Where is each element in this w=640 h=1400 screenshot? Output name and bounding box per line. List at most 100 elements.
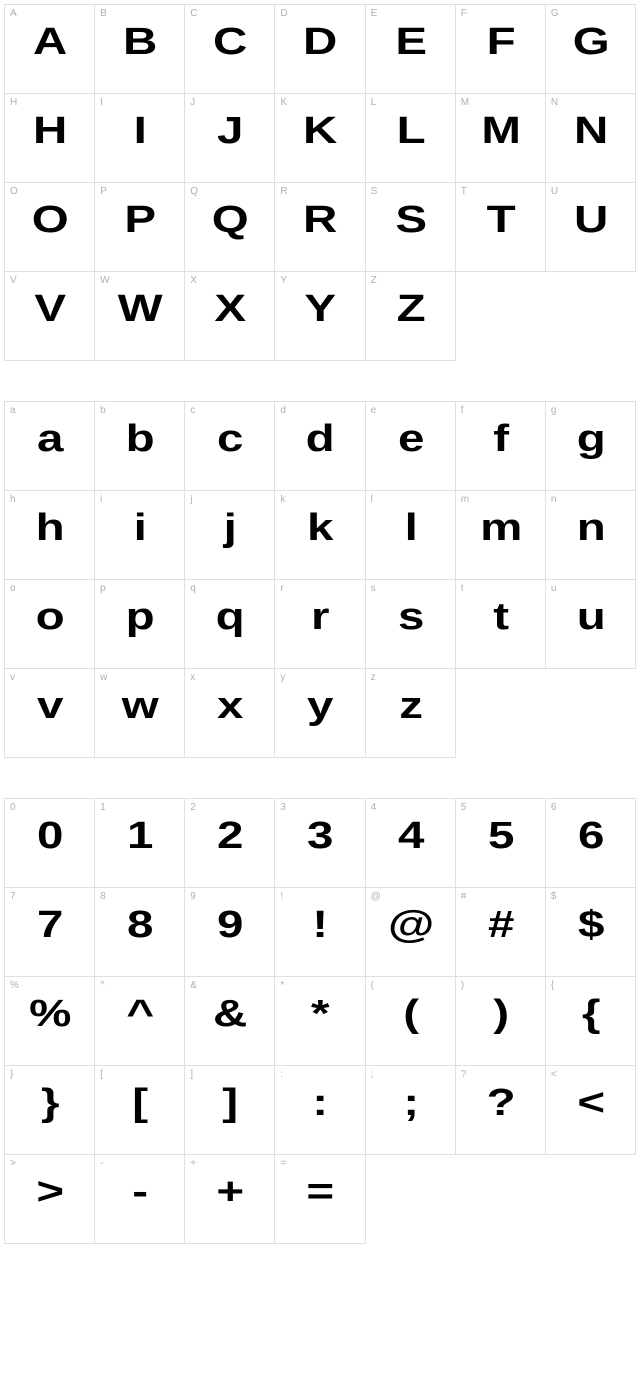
key-label: w [100,672,107,683]
key-label: 5 [461,802,467,813]
glyph-cell: ll [366,491,456,580]
empty-cell [546,1155,636,1244]
key-label: { [551,980,554,991]
key-label: k [280,494,285,505]
glyph-cell: && [185,977,275,1066]
empty-cell [546,272,636,361]
glyph-display: < [535,1084,640,1122]
key-label: 8 [100,891,106,902]
key-label: N [551,97,558,108]
glyph-cell: << [546,1066,636,1155]
glyph-cell: DD [275,5,365,94]
glyph-cell: >> [5,1155,95,1244]
glyph-cell: 55 [456,799,546,888]
glyph-cell: 22 [185,799,275,888]
glyph-cell: NN [546,94,636,183]
key-label: q [190,583,196,594]
key-label: X [190,275,197,286]
glyph-cell: !! [275,888,365,977]
glyph-cell: )) [456,977,546,1066]
glyph-cell: == [275,1155,365,1244]
key-label: o [10,583,16,594]
glyph-cell: ee [366,402,456,491]
glyph-cell: ZZ [366,272,456,361]
glyph-cell: pp [95,580,185,669]
key-label: D [280,8,287,19]
glyph-cell: vv [5,669,95,758]
glyph-cell: }} [5,1066,95,1155]
key-label: v [10,672,15,683]
key-label: [ [100,1069,103,1080]
key-label: & [190,980,197,991]
key-label: u [551,583,557,594]
glyph-cell: oo [5,580,95,669]
glyph-cell: FF [456,5,546,94]
glyph-cell: qq [185,580,275,669]
glyph-cell: ## [456,888,546,977]
glyph-cell: kk [275,491,365,580]
glyph-cell: LL [366,94,456,183]
key-label: ^ [100,980,105,991]
key-label: = [280,1158,286,1169]
glyph-cell: OO [5,183,95,272]
glyph-display: 6 [535,817,640,855]
key-label: G [551,8,559,19]
key-label: f [461,405,464,416]
key-label: 4 [371,802,377,813]
key-label: I [100,97,103,108]
key-label: T [461,186,467,197]
glyph-cell: -- [95,1155,185,1244]
key-label: P [100,186,107,197]
glyph-cell: JJ [185,94,275,183]
key-label: F [461,8,467,19]
key-label: - [100,1158,103,1169]
glyph-cell: $$ [546,888,636,977]
glyph-cell: mm [456,491,546,580]
key-label: b [100,405,106,416]
key-label: ; [371,1069,374,1080]
key-label: Y [280,275,287,286]
glyph-cell: ;; [366,1066,456,1155]
key-label: ? [461,1069,467,1080]
key-label: R [280,186,287,197]
glyph-cell: ** [275,977,365,1066]
key-label: 2 [190,802,196,813]
key-label: L [371,97,377,108]
key-label: ( [371,980,374,991]
glyph-cell: UU [546,183,636,272]
empty-cell [366,1155,456,1244]
key-label: m [461,494,469,505]
glyph-cell: VV [5,272,95,361]
key-label: c [190,405,195,416]
key-label: Q [190,186,198,197]
key-label: J [190,97,195,108]
glyph-cell: cc [185,402,275,491]
empty-cell [546,669,636,758]
key-label: < [551,1069,557,1080]
glyph-cell: 99 [185,888,275,977]
glyph-cell: nn [546,491,636,580]
key-label: h [10,494,16,505]
key-label: S [371,186,378,197]
key-label: K [280,97,287,108]
glyph-display: u [535,598,640,636]
key-label: j [190,494,192,505]
key-label: + [190,1158,196,1169]
glyph-cell: rr [275,580,365,669]
key-label: a [10,405,16,416]
key-label: $ [551,891,557,902]
glyph-cell: yy [275,669,365,758]
glyph-cell: WW [95,272,185,361]
key-label: i [100,494,102,505]
key-label: p [100,583,106,594]
section-lowercase: aabbccddeeffgghhiijjkkllmmnnooppqqrrsstt… [4,401,636,758]
key-label: B [100,8,107,19]
glyph-cell: ff [456,402,546,491]
empty-cell [456,1155,546,1244]
key-label: 1 [100,802,106,813]
key-label: ) [461,980,464,991]
key-label: : [280,1069,283,1080]
glyph-display: U [535,201,640,239]
glyph-grid: aabbccddeeffgghhiijjkkllmmnnooppqqrrsstt… [4,401,636,758]
empty-cell [456,669,546,758]
